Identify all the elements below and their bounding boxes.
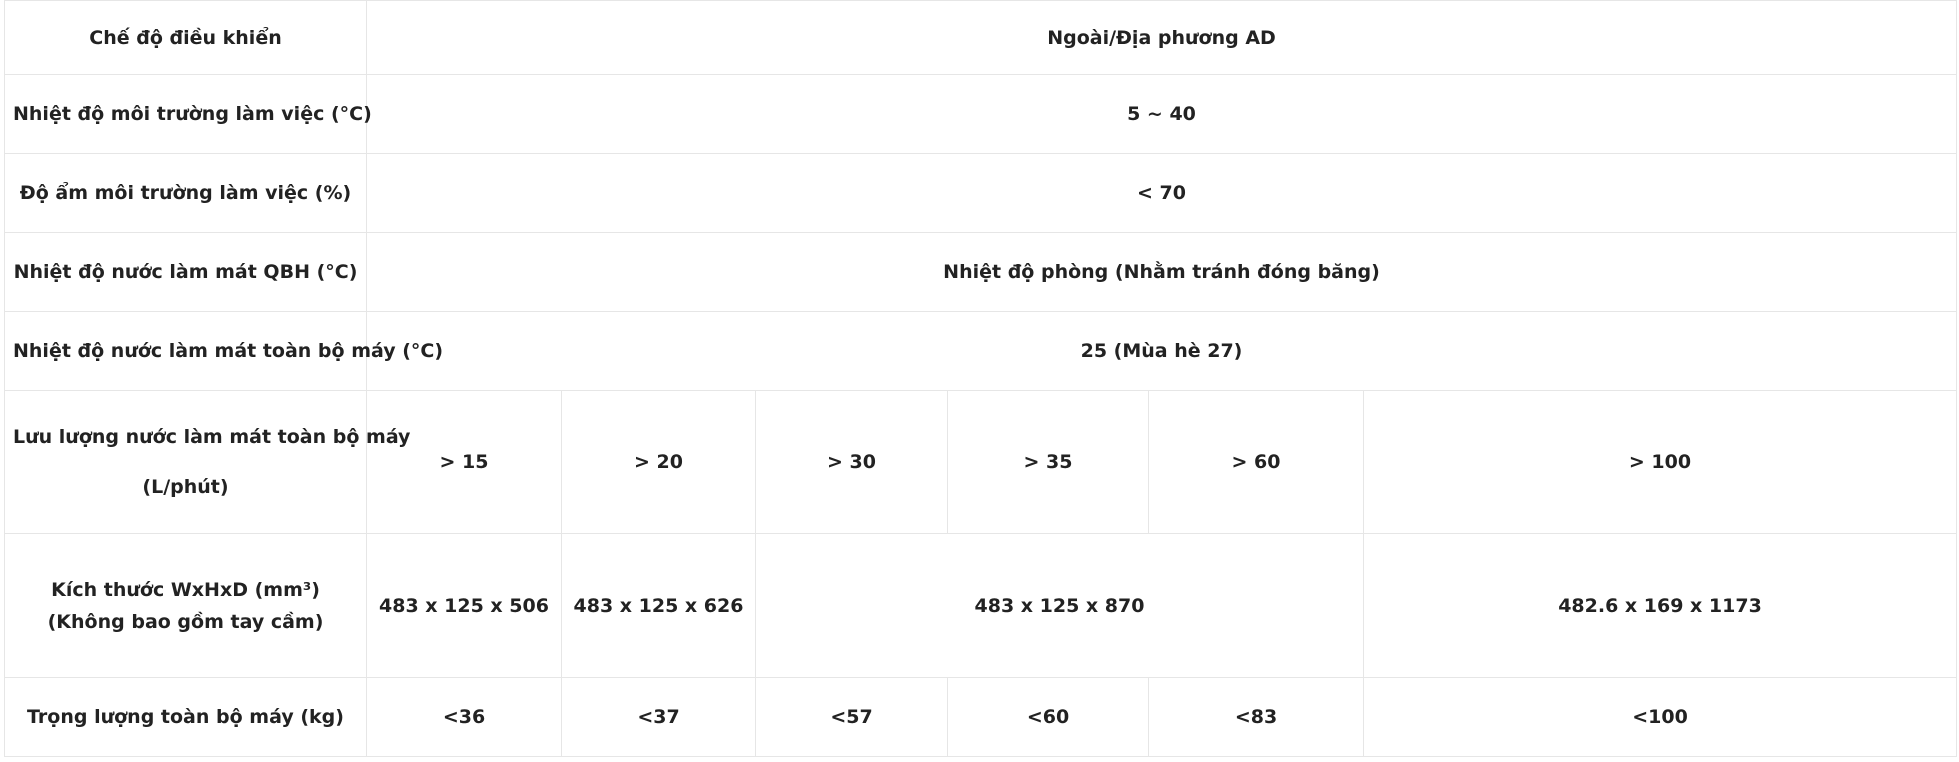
dimensions-label: Kích thước WxHxD (mm³) (Không bao gồm ta… (4, 533, 367, 678)
weight-value: <37 (561, 677, 756, 757)
dimensions-value: 483 x 125 x 870 (755, 533, 1364, 678)
machine-coolant-temp-label: Nhiệt độ nước làm mát toàn bộ máy (°C) (4, 311, 443, 391)
dimensions-value: 483 x 125 x 506 (366, 533, 562, 678)
coolant-flow-value: > 20 (561, 390, 756, 534)
working-humidity-value: < 70 (366, 153, 1957, 233)
working-humidity-label: Độ ẩm môi trường làm việc (%) (4, 153, 367, 233)
weight-label: Trọng lượng toàn bộ máy (kg) (4, 677, 367, 757)
weight-value: <57 (755, 677, 948, 757)
coolant-flow-label-line2: (L/phút) (142, 476, 229, 498)
machine-coolant-temp-value: 25 (Mùa hè 27) (366, 311, 1957, 391)
weight-value: <36 (366, 677, 562, 757)
qbh-coolant-temp-label: Nhiệt độ nước làm mát QBH (°C) (4, 232, 367, 312)
spec-table: Chế độ điều khiển Ngoài/Địa phương AD Nh… (4, 0, 1957, 757)
coolant-flow-value: > 15 (366, 390, 562, 534)
row-working-temp: Nhiệt độ môi trường làm việc (°C) 5 ~ 40 (4, 74, 1957, 154)
row-dimensions: Kích thước WxHxD (mm³) (Không bao gồm ta… (4, 533, 1957, 678)
row-qbh-coolant-temp: Nhiệt độ nước làm mát QBH (°C) Nhiệt độ … (4, 232, 1957, 312)
weight-value: <83 (1148, 677, 1364, 757)
dimensions-value: 483 x 125 x 626 (561, 533, 756, 678)
qbh-coolant-temp-value: Nhiệt độ phòng (Nhằm tránh đóng băng) (366, 232, 1957, 312)
dimensions-label-line1: Kích thước WxHxD (mm³) (51, 578, 320, 601)
row-coolant-flow: Lưu lượng nước làm mát toàn bộ máy (L/ph… (4, 390, 1957, 534)
working-temp-value: 5 ~ 40 (366, 74, 1957, 154)
working-temp-label: Nhiệt độ môi trường làm việc (°C) (4, 74, 372, 154)
weight-value: <100 (1363, 677, 1957, 757)
row-working-humidity: Độ ẩm môi trường làm việc (%) < 70 (4, 153, 1957, 233)
row-weight: Trọng lượng toàn bộ máy (kg) <36 <37 <57… (4, 677, 1957, 757)
coolant-flow-value: > 100 (1363, 390, 1957, 534)
weight-value: <60 (947, 677, 1149, 757)
control-mode-value: Ngoài/Địa phương AD (366, 0, 1957, 75)
coolant-flow-value: > 60 (1148, 390, 1364, 534)
dimensions-value: 482.6 x 169 x 1173 (1363, 533, 1957, 678)
row-control-mode: Chế độ điều khiển Ngoài/Địa phương AD (4, 0, 1957, 75)
coolant-flow-value: > 30 (755, 390, 948, 534)
row-machine-coolant-temp: Nhiệt độ nước làm mát toàn bộ máy (°C) 2… (4, 311, 1957, 391)
coolant-flow-label: Lưu lượng nước làm mát toàn bộ máy (L/ph… (4, 390, 411, 534)
control-mode-label: Chế độ điều khiển (4, 0, 367, 75)
coolant-flow-value: > 35 (947, 390, 1149, 534)
coolant-flow-label-line1: Lưu lượng nước làm mát toàn bộ máy (13, 426, 411, 448)
dimensions-label-line2: (Không bao gồm tay cầm) (47, 610, 324, 633)
